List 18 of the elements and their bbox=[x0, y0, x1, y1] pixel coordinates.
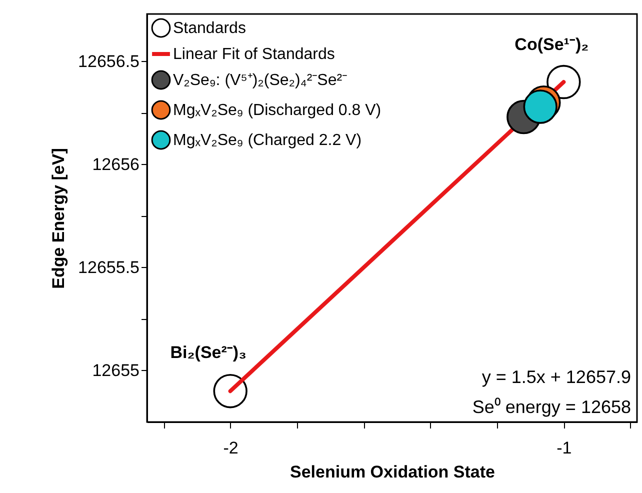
annotation: y = 1.5x + 12657.9 bbox=[482, 367, 631, 387]
y-tick-label: 12655.5 bbox=[78, 258, 140, 277]
legend-label: V₂Se₉: (V⁵⁺)₂(Se₂)₄²⁻Se²⁻ bbox=[173, 72, 348, 89]
legend-label: MgₓV₂Se₉ (Discharged 0.8 V) bbox=[173, 102, 382, 119]
x-tick-label: -2 bbox=[223, 438, 238, 458]
y-tick-label: 12656.5 bbox=[78, 52, 140, 71]
y-tick-label: 12656 bbox=[92, 154, 140, 174]
annotation: Co(Se¹⁻)₂ bbox=[514, 35, 589, 54]
point bbox=[213, 374, 248, 408]
x-tick-label: -1 bbox=[556, 438, 572, 458]
x-axis-title: Selenium Oxidation State bbox=[290, 462, 495, 482]
y-tick-label: 12655 bbox=[92, 360, 140, 380]
annotation: Bi₂(Se²⁻)₃ bbox=[170, 343, 246, 362]
y-axis-title: Edge Energy [eV] bbox=[49, 148, 68, 289]
annotation: Se⁰ energy = 12658 bbox=[472, 397, 631, 417]
legend-label: Linear Fit of Standards bbox=[173, 46, 335, 63]
legend-label: Standards bbox=[173, 20, 246, 37]
legend-label: MgₓV₂Se₉ (Charged 2.2 V) bbox=[173, 132, 362, 149]
